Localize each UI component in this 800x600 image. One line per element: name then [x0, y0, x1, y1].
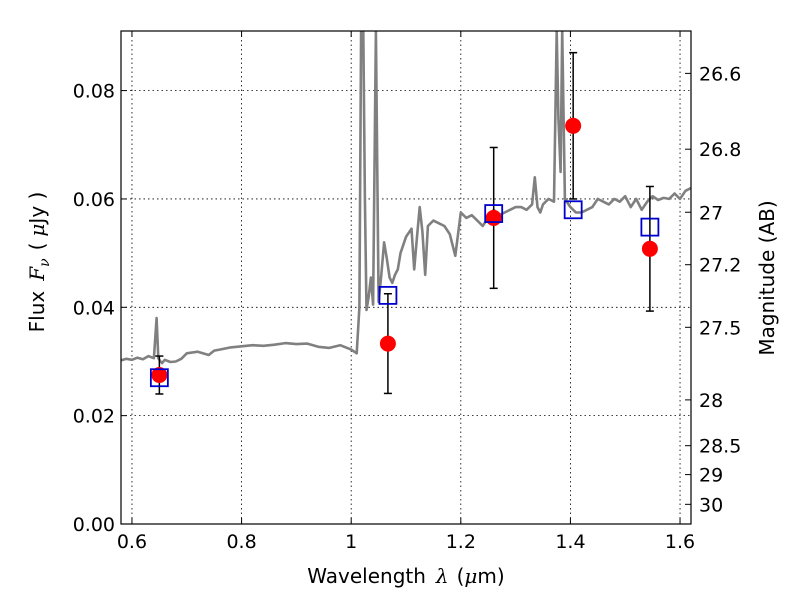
y-axis-label-prefix: Flux — [25, 291, 49, 333]
model-point — [378, 285, 398, 305]
y-axis-label-unit-rest: Jy ) — [25, 192, 49, 226]
axis-ticks: 0.6 0.8 1 1.2 1.4 1.6 0.00 0.02 0.04 0.06 0.08 26.6… — [73, 31, 741, 553]
y2-tick-label: 30 — [699, 494, 723, 516]
observed-point — [379, 335, 396, 352]
x-axis-label-unit-rest: m) — [477, 564, 504, 588]
observed-point — [485, 209, 502, 226]
x-tick-label: 0.6 — [117, 531, 147, 553]
x-axis-label: Wavelength λ (μm) — [307, 564, 504, 588]
x-axis-label-symbol: λ — [435, 564, 449, 588]
y-axis-label-subscript: ν — [37, 258, 53, 267]
x-tick-label: 0.8 — [226, 531, 256, 553]
observed-point — [641, 240, 658, 257]
model-point — [640, 217, 660, 237]
y-tick-label: 0.04 — [73, 297, 115, 319]
y2-tick-label: 27 — [699, 202, 723, 224]
right-axis-label: Magnitude (AB) — [755, 200, 779, 355]
grid — [121, 31, 691, 524]
observed-point — [151, 367, 168, 384]
observed-points-layer — [151, 117, 658, 384]
model-points-layer — [149, 200, 660, 388]
x-axis-label-prefix: Wavelength — [307, 564, 426, 588]
x-axis-label-unit-open: ( — [457, 564, 465, 588]
y-axis-label: Flux Fν ( μJy ) — [25, 192, 53, 333]
y2-tick-label: 28 — [699, 390, 723, 412]
y2-tick-label: 26.6 — [699, 63, 741, 85]
model-spectrum-layer — [121, 31, 691, 365]
y-tick-label: 0.08 — [73, 81, 115, 103]
x-axis-label-unit-mu: μ — [464, 564, 477, 588]
y-tick-label: 0.06 — [73, 189, 115, 211]
y2-tick-label: 29 — [699, 465, 723, 487]
x-tick-label: 1.2 — [446, 531, 476, 553]
y2-tick-label: 26.8 — [699, 139, 741, 161]
y2-tick-label: 27.2 — [699, 255, 741, 277]
model-point — [484, 204, 504, 223]
y-tick-label: 0.02 — [73, 406, 115, 428]
errorbar-layer — [155, 51, 654, 395]
x-tick-label: 1.4 — [555, 531, 585, 553]
x-tick-label: 1 — [345, 531, 357, 553]
y2-tick-label: 27.5 — [699, 317, 741, 339]
y-tick-label: 0.00 — [73, 514, 115, 536]
observed-point — [565, 117, 582, 134]
y-axis-label-unit-open: ( — [25, 243, 49, 251]
y2-tick-label: 28.5 — [699, 436, 741, 458]
plot-frame — [120, 30, 692, 525]
model-spectrum-line — [121, 31, 691, 365]
x-tick-label: 1.6 — [665, 531, 695, 553]
model-point — [563, 200, 583, 220]
model-point — [149, 368, 169, 388]
y-axis-label-unit-mu: μ — [25, 224, 49, 237]
y-axis-label-symbol: F — [25, 266, 49, 282]
